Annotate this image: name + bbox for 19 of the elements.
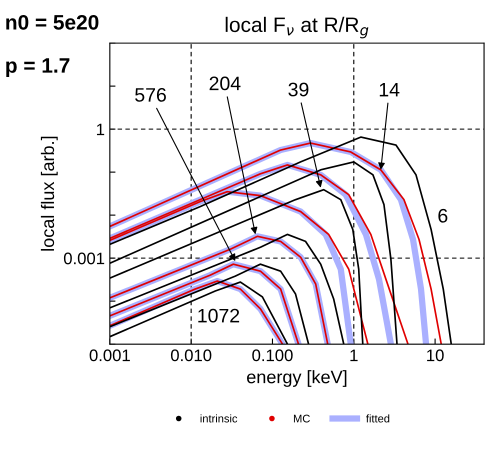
chart-title: local F$_{ν}$ at R/R$_{g}$ xyxy=(226,16,368,38)
text: n0 = 5e20 xyxy=(6,14,98,30)
legend-label: intrinsic xyxy=(200,414,238,422)
x-tick-label: 0.010 xyxy=(170,349,212,362)
x-axis-title: energy [keV] xyxy=(247,370,346,387)
y-axis-title: local flux [arb.] xyxy=(40,136,58,251)
annotation: 6 xyxy=(438,208,448,223)
x-tick-label: 0.001 xyxy=(90,349,130,362)
x-tick-label: 1 xyxy=(350,350,358,362)
legend-label: MC xyxy=(294,414,310,422)
text: p = 1.7 xyxy=(6,58,70,77)
legend-label: fitted xyxy=(366,414,390,422)
annotation: 1072 xyxy=(198,308,240,323)
annotation: 576 xyxy=(135,88,166,102)
x-tick-label: 10 xyxy=(427,349,444,362)
x-tick-label: 0.100 xyxy=(252,349,293,362)
annotation: 14 xyxy=(380,82,400,96)
annotation: 39 xyxy=(288,82,308,96)
annotation: 204 xyxy=(210,76,241,90)
